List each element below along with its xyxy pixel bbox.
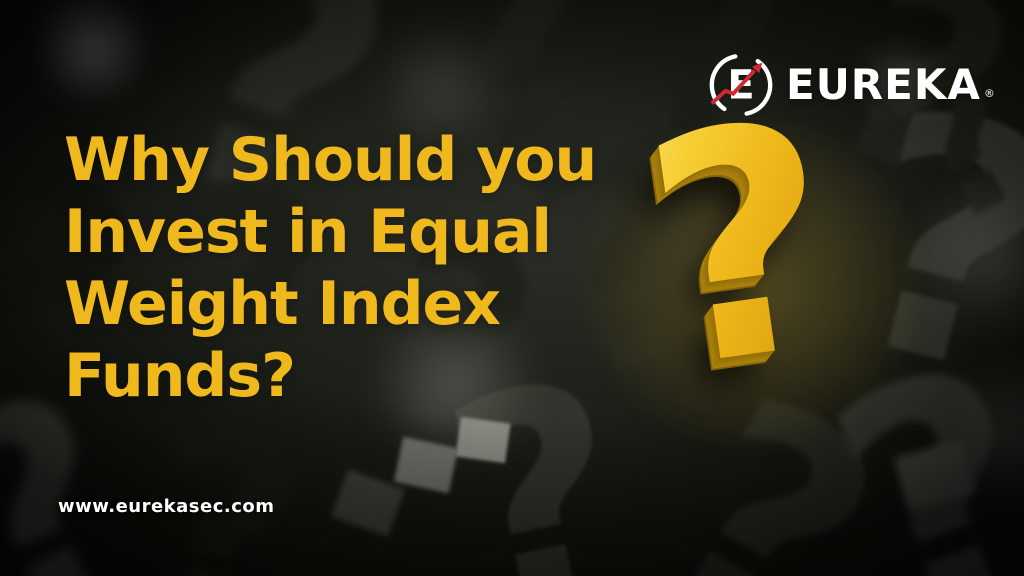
question-mark-decoration: ? — [124, 368, 326, 576]
headline-line: Why Should you — [64, 125, 597, 195]
headline: Why Should you Invest in Equal Weight In… — [64, 124, 597, 412]
website-url: www.eurekasec.com — [58, 496, 275, 517]
headline-line: Invest in Equal — [64, 197, 552, 267]
cube-fragment — [455, 416, 511, 464]
highlight-patch — [30, 0, 150, 105]
brand-name: EUREKA — [786, 60, 981, 109]
brand-logo: E EUREKA ® — [706, 50, 995, 120]
registered-trademark-symbol: ® — [983, 86, 995, 100]
eureka-circle-growth-arrow-icon: E — [709, 53, 773, 117]
headline-line: Weight Index — [64, 269, 501, 339]
yellow-question-mark-graphic: ? ? — [582, 53, 922, 458]
headline-line: Funds? — [64, 341, 296, 411]
